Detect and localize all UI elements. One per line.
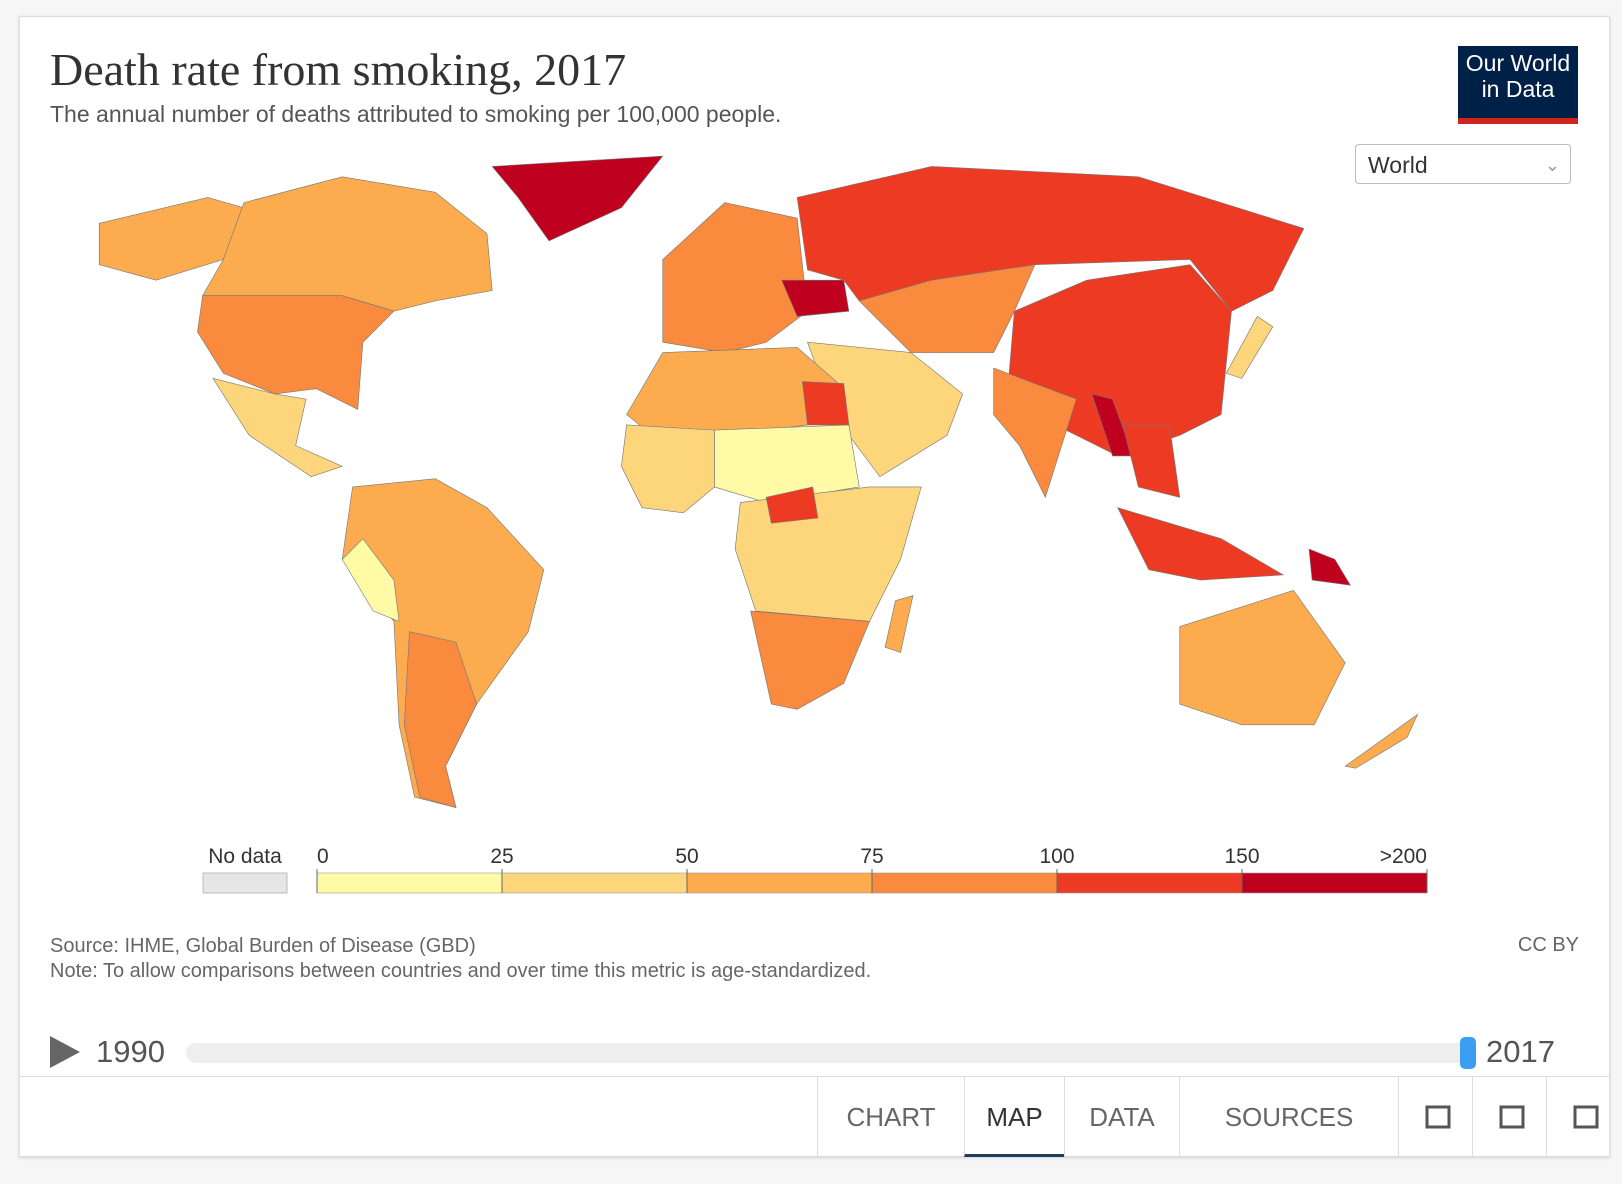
legend-tick-label: >200 <box>1380 845 1427 868</box>
no-data-label: No data <box>208 845 282 868</box>
tab[interactable]: CHART <box>817 1077 964 1157</box>
usa <box>197 295 395 410</box>
legend-tick-label: 25 <box>490 845 513 868</box>
dropdown-arrow: ⌄ <box>1544 155 1560 175</box>
car <box>765 486 819 524</box>
greenland <box>491 155 664 242</box>
icon <box>1499 1105 1525 1129</box>
india <box>993 367 1077 499</box>
note: Note: To allow comparisons between count… <box>50 960 872 982</box>
legend: No data 0 25 50 75 100 150 >200 <box>202 845 1428 894</box>
logo[interactable]: Our World in Data <box>1458 46 1578 124</box>
madagascar <box>884 595 914 653</box>
subtitle: The annual number of deaths attributed t… <box>50 101 782 127</box>
play-button[interactable] <box>50 1036 80 1068</box>
png <box>1308 548 1351 586</box>
countries <box>98 155 1419 808</box>
icon-shape <box>1499 1105 1525 1129</box>
timeline-start: 1990 <box>96 1034 165 1069</box>
tab[interactable]: MAP <box>964 1077 1064 1157</box>
indonesia <box>1117 507 1285 581</box>
icon <box>1425 1105 1451 1129</box>
legend-tick-label: 0 <box>317 845 329 868</box>
central-africa <box>734 486 922 622</box>
no-data-swatch <box>202 872 288 894</box>
southern-africa <box>750 610 871 710</box>
region-select[interactable]: World ⌄ <box>1355 144 1571 184</box>
japan <box>1225 315 1274 379</box>
ukraine <box>781 279 850 317</box>
logo-line: in Data <box>1481 76 1555 102</box>
egypt <box>801 381 850 426</box>
argentina <box>403 631 477 808</box>
footer-text: Source: IHME, Global Burden of Disease (… <box>50 934 871 984</box>
logo-line: Our World <box>1465 50 1571 76</box>
legend-tick-label: 75 <box>860 845 883 868</box>
canada <box>202 176 493 312</box>
tab[interactable]: DATA <box>1064 1077 1179 1157</box>
title: Death rate from smoking, 2017 <box>50 44 627 95</box>
tab[interactable]: SOURCES <box>1179 1077 1398 1157</box>
timeline-handle[interactable] <box>1460 1037 1476 1069</box>
icon <box>1573 1105 1599 1129</box>
timeline-end: 2017 <box>1486 1034 1555 1069</box>
timeline-track[interactable] <box>186 1043 1476 1063</box>
legend-swatch <box>1241 872 1428 894</box>
share-button[interactable] <box>1472 1077 1553 1157</box>
icon-shape <box>1425 1105 1451 1129</box>
legend-swatch <box>316 872 503 894</box>
world-map: No data 0 25 50 75 100 150 >200 <box>98 155 1428 894</box>
russia <box>796 166 1305 312</box>
source: Source: IHME, Global Burden of Disease (… <box>50 935 476 957</box>
legend-swatch <box>686 872 873 894</box>
mexico <box>212 377 344 477</box>
peru <box>341 538 400 622</box>
australia <box>1179 590 1346 726</box>
region-label: World <box>1368 152 1428 178</box>
legend-tick-label: 150 <box>1224 845 1259 868</box>
legend-swatch <box>501 872 688 894</box>
legend-swatch <box>871 872 1058 894</box>
legend-tick-label: 100 <box>1039 845 1074 868</box>
new-zealand <box>1344 713 1419 769</box>
legend-tick-label: 50 <box>675 845 698 868</box>
chart-card: Death rate from smoking, 2017 The annual… <box>19 16 1610 1157</box>
europe <box>662 202 808 353</box>
download-button[interactable] <box>1398 1077 1479 1157</box>
license[interactable]: CC BY <box>1517 934 1579 956</box>
southeast-asia <box>1122 424 1181 498</box>
legend-swatch <box>1056 872 1243 894</box>
icon-shape <box>1573 1105 1599 1129</box>
west-africa <box>621 424 715 514</box>
tab-bar: CHART MAP DATA SOURCES <box>20 1076 1609 1157</box>
fullscreen-button[interactable] <box>1546 1077 1622 1157</box>
